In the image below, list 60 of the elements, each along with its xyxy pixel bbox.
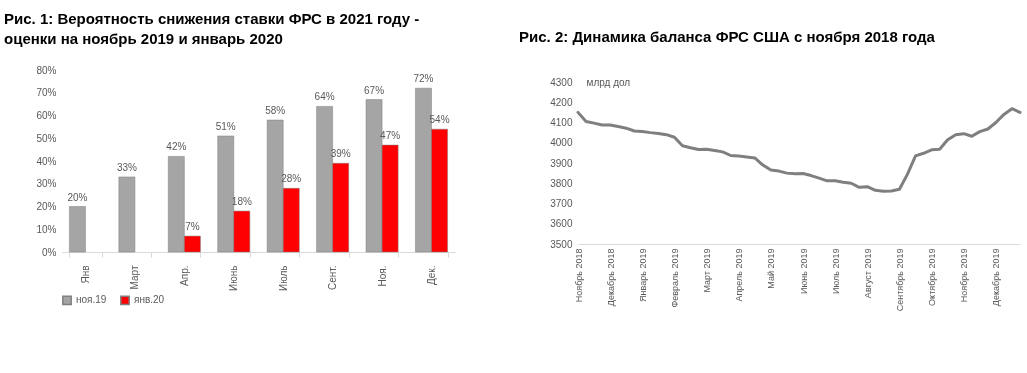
legend-label: ноя.19 <box>76 294 107 306</box>
y-tick-label: 70% <box>36 87 57 99</box>
x-tick-label: Сентябрь 2019 <box>894 248 905 312</box>
y-tick-label: 10% <box>36 223 57 235</box>
chart-title: Рис. 1: Вероятность снижения ставки ФРС в 2021 году - оценки на ноябрь 2019 и январь 2020 <box>4 10 420 47</box>
x-tick-label: Янв <box>79 265 91 284</box>
y-tick-label: 4000 <box>550 137 573 149</box>
x-tick-label: Ноябрь 2019 <box>959 248 970 303</box>
y-tick-label: 3700 <box>550 198 573 209</box>
y-tick-label: 3800 <box>550 177 573 189</box>
x-tick-label: Июнь <box>228 265 240 291</box>
data-label: 54% <box>429 114 450 126</box>
data-label: 20% <box>67 191 88 203</box>
data-label: 51% <box>215 120 236 132</box>
y-tick-label: 4200 <box>550 96 573 108</box>
x-tick-label: Январь 2019 <box>637 248 648 302</box>
y-tick-label: 3900 <box>550 157 573 169</box>
data-label: 72% <box>413 73 434 85</box>
data-label: 7% <box>185 221 200 233</box>
x-tick-label: Дек. <box>426 265 438 285</box>
x-tick-label: Ноя. <box>376 265 388 287</box>
x-tick-label: Июль <box>277 265 289 292</box>
x-tick-label: Декабрь 2018 <box>605 248 616 307</box>
x-tick-label: Февраль 2019 <box>669 248 680 308</box>
x-tick-label: Август 2019 <box>862 248 873 299</box>
y-tick-label: 20% <box>36 201 57 212</box>
y-tick-label: 3500 <box>550 238 573 250</box>
data-label: 67% <box>364 84 385 96</box>
data-label: 64% <box>314 91 335 103</box>
y-tick-label: 60% <box>36 110 57 121</box>
x-tick-label: Декабрь 2019 <box>991 248 1002 307</box>
bar <box>69 206 86 253</box>
y-tick-label: 4300 <box>550 76 573 88</box>
y-tick-label: 50% <box>36 132 57 144</box>
y-tick-label: 4100 <box>550 117 573 128</box>
chart-title: Рис. 2: Динамика баланса ФРС США с ноября 2018 года <box>519 28 936 45</box>
x-tick-label: Июнь 2019 <box>798 248 809 294</box>
x-tick-label: Март <box>129 265 141 290</box>
x-tick-label: Сент. <box>327 265 339 291</box>
x-tick-label: Апр. <box>178 265 190 286</box>
data-label: 58% <box>265 105 286 117</box>
data-label: 33% <box>116 161 137 173</box>
line-series <box>576 107 1022 193</box>
x-tick-label: Октябрь 2019 <box>927 248 938 306</box>
bar <box>118 176 136 253</box>
y-tick-label: 30% <box>36 178 57 190</box>
legend-label: янв.20 <box>134 294 165 306</box>
data-label: 18% <box>231 196 252 208</box>
y-tick-label: 80% <box>36 64 57 76</box>
y-tick-label: 0% <box>42 246 57 258</box>
x-tick-label: Ноябрь 2018 <box>573 248 584 303</box>
x-tick-label: Март 2019 <box>702 248 713 293</box>
x-tick-label: Апрель 2019 <box>734 248 745 302</box>
y-tick-label: 3600 <box>550 218 573 230</box>
data-label: 39% <box>330 148 351 160</box>
x-tick-label: Июль 2019 <box>830 248 841 294</box>
y-tick-label: 40% <box>36 155 57 167</box>
x-tick-label: Май 2019 <box>766 248 777 289</box>
data-label: 42% <box>166 141 187 153</box>
y-axis-title: млрд дол <box>586 76 631 88</box>
